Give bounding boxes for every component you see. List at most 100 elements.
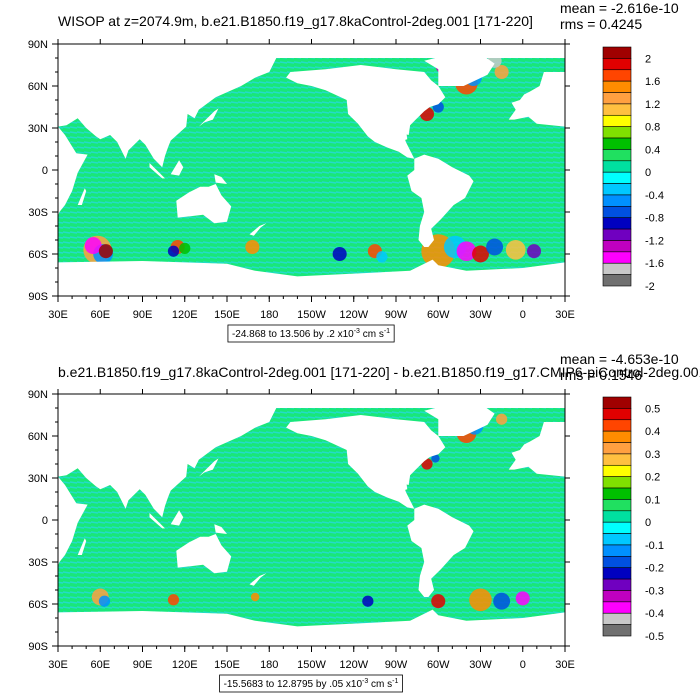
lat-tick-label: 90S [28,641,48,653]
lon-tick-label: 0 [520,659,526,671]
anomaly-patch [493,592,511,610]
colorbar-swatch [602,396,632,409]
land-sumatra [149,513,165,529]
colorbar-label: -2 [645,281,655,293]
land-antarctica [58,259,565,296]
lat-tick-label: 60N [28,431,48,443]
land-samerica [407,504,474,597]
land-antarctica [58,609,565,646]
lon-tick-label: 60W [427,309,450,321]
ocean-field [58,394,565,646]
lon-tick-label: 60E [90,659,110,671]
colorbar-swatch [602,510,632,523]
land-arctic [58,44,565,58]
lon-tick-label: 90E [133,309,153,321]
colorbar: 2 1.6 1.2 0.8 0.4 0 -0.4 -0.8 -1.2 -1.6 -2 [602,46,664,293]
contour-range-label: -15.5683 to 12.8795 by .05 x10-3 cm s-1 [224,678,399,690]
chart-title: b.e21.B1850.f19_g17.8kaControl-2deg.001 … [58,364,700,380]
land-eurasia [58,44,284,168]
contour-range-frame [227,324,395,343]
colorbar-swatch [602,92,632,105]
anomaly-patch [376,251,388,263]
land-sumatra [149,163,165,179]
anomaly-patch [526,244,542,259]
lat-tick-label: 30S [28,557,48,569]
land-namerica [286,65,446,159]
colorbar-swatch [602,533,632,546]
colorbar-swatch [602,58,632,71]
colorbar-swatch [602,442,632,455]
lat-tick-label: 30N [28,123,48,135]
land-png [214,174,227,184]
lon-tick-label: 90E [133,659,153,671]
land-africa [58,476,88,567]
colorbar-label: 1.6 [645,76,660,88]
chart-title: WISOP at z=2074.9m, b.e21.B1850.f19_g17.… [58,13,533,29]
lon-tick-label: 120E [172,659,198,671]
colorbar-swatch [602,80,632,93]
panel-1: 30E 60E 90E 120E 150E 180 150W 120W 90W 60W 30W 0 30… [28,0,679,343]
lon-tick-label: 120W [339,309,368,321]
lon-tick-label: 60W [427,659,450,671]
contour-range-frame [219,674,403,693]
colorbar-swatch [602,228,632,241]
rms-label: rms = 0.4245 [560,16,642,32]
anomaly-patch [179,242,191,255]
colorbar-label: 0.1 [645,494,660,506]
colorbar-swatch [602,499,632,512]
lat-tick-label: 90N [28,39,48,51]
colorbar-label: -0.1 [645,540,664,552]
colorbar-swatch [602,183,632,196]
rms-label: rms = 0.1546 [560,367,642,383]
land-arctic [58,394,565,408]
anomaly-patch [494,64,509,80]
anomaly-patch [469,588,492,612]
land-australia [176,534,232,574]
land-borneo [170,160,184,176]
colorbar-label: -0.2 [645,563,664,575]
lon-tick-label: 60E [90,309,110,321]
colorbar-label: 1.2 [645,99,660,111]
colorbar-swatch [602,206,632,219]
colorbar-label: -0.4 [645,190,664,202]
colorbar-label: -0.8 [645,213,664,225]
colorbar-label: 0 [645,517,651,529]
land-africa [58,126,88,217]
land-madagascar [77,188,87,205]
contour-range-box: -24.868 to 13.506 by .2 x10-3 cm s-1 [227,324,395,343]
colorbar-swatch [602,624,632,637]
lon-tick-label: 150E [214,309,240,321]
colorbar-swatch [602,262,632,275]
anomaly-patch [332,246,347,262]
colorbar-label: 0.4 [645,426,660,438]
colorbar-label: -0.5 [645,631,664,643]
anomaly-patch [515,591,530,606]
anomaly-patch [505,239,526,260]
land-australia [176,184,232,224]
colorbar-label: 0.3 [645,449,660,461]
colorbar-swatch [602,217,632,230]
land-borneo [170,510,184,526]
colorbar-swatch [602,69,632,82]
colorbar-swatch [602,408,632,421]
lat-tick-label: 30S [28,207,48,219]
colorbar-swatch [602,556,632,569]
contour-range-label: -24.868 to 13.506 by .2 x10-3 cm s-1 [232,328,390,340]
colorbar-swatch [602,453,632,466]
land-newzealand [249,223,267,236]
lon-tick-label: 120E [172,309,198,321]
colorbar-label: 0.2 [645,472,660,484]
lat-tick-label: 0 [42,165,48,177]
anomaly-patch [495,413,508,425]
colorbar-label: -0.4 [645,608,664,620]
colorbar-swatch [602,274,632,287]
lat-tick-label: 60S [28,249,48,261]
lat-tick-label: 0 [42,515,48,527]
lat-tick-label: 90S [28,291,48,303]
lon-tick-label: 30E [48,309,68,321]
colorbar-label: -1.2 [645,235,664,247]
colorbar-swatch [602,419,632,432]
land-png [214,524,227,534]
colorbar-label: 0.5 [645,403,660,415]
land-greenland [424,53,495,86]
